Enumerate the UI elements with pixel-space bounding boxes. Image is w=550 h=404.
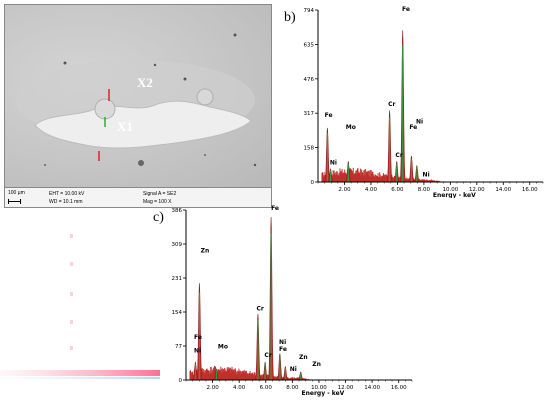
x-tick-label: 4.00	[365, 187, 378, 193]
spectrum-peak	[324, 127, 331, 183]
spectrum-peak	[414, 164, 420, 183]
element-label: Ni	[194, 347, 201, 354]
eds-spectrum-b: 794 635 476 317 158 0 2.00 4.00 6.00 8.00 10.00 12.…	[304, 6, 544, 198]
region-x2-label: X2	[137, 75, 153, 90]
sem-features	[15, 33, 257, 167]
y-tick-label: 386	[172, 208, 183, 214]
spectrum-peak	[394, 161, 400, 183]
panel-label-b: b)	[284, 10, 296, 25]
spectrum-peak	[282, 365, 288, 381]
element-label: Fe	[271, 205, 279, 212]
element-label: Fe	[279, 346, 287, 353]
x-tick-label: 10.00	[311, 385, 327, 391]
spectrum-trace-c	[189, 365, 405, 380]
element-label: Cr	[264, 352, 271, 359]
spectrum-peak	[262, 361, 268, 381]
y-tick-label: 635	[304, 42, 315, 48]
spectrum-peak	[386, 110, 393, 183]
spectrum-peak	[345, 161, 351, 183]
x-tick-label: 12.00	[469, 187, 485, 193]
sem-info-bar: 100 µm EHT = 10.00 kV WD = 10.1 mm Signa…	[4, 188, 272, 208]
x-tick-label: 12.00	[338, 385, 354, 391]
x-tick-label: 14.00	[495, 187, 511, 193]
x-axis-label: Energy - keV	[433, 192, 476, 198]
element-label: Ni	[423, 172, 430, 179]
signal-readout: Signal A = SE2	[143, 191, 177, 197]
region-x1-label: X1	[117, 119, 133, 134]
spectrum-peak	[268, 217, 274, 381]
element-label: Cr	[388, 101, 395, 108]
y-tick-label: 154	[172, 310, 183, 316]
x-tick-label: 2.00	[206, 385, 219, 391]
element-label: Fe	[402, 6, 410, 13]
y-tick-label: 476	[304, 77, 315, 83]
element-label: Fe	[409, 124, 417, 131]
mag-readout: Mag = 100 X	[143, 199, 172, 205]
spectrum-peak	[277, 353, 283, 381]
eht-readout: EHT = 10.00 kV	[49, 191, 85, 197]
element-label: Fe	[325, 112, 333, 119]
spectrum-peak	[327, 168, 334, 183]
sem-micrograph: X2 X1 100 µm EHT = 10.00 kV WD = 10.1 mm…	[4, 4, 272, 208]
element-label: Cr	[256, 305, 263, 312]
element-label: Ni	[279, 339, 286, 346]
x-tick-label: 14.00	[364, 385, 380, 391]
x-tick-label: 16.00	[522, 187, 538, 193]
x-tick-label: 4.00	[233, 385, 246, 391]
x-tick-label: 8.00	[286, 385, 299, 391]
element-label: Ni	[416, 119, 423, 126]
y-tick-label: 309	[172, 242, 183, 248]
spectrum-peak	[408, 155, 415, 183]
spectrum-peak	[400, 30, 406, 183]
y-tick-label: 794	[304, 8, 315, 14]
x-tick-label: 16.00	[391, 385, 407, 391]
spectrum-peak	[196, 283, 203, 381]
element-label: Zn	[201, 247, 210, 254]
spectrum-peak	[213, 368, 220, 381]
y-tick-label: 317	[304, 111, 315, 117]
element-label: Zn	[299, 354, 308, 361]
left-trace-decoration	[0, 234, 160, 379]
scale-bar	[8, 199, 21, 204]
y-tick-label: 77	[175, 344, 182, 350]
x-tick-label: 2.00	[338, 187, 351, 193]
spectrum-peak	[255, 313, 261, 381]
eds-spectrum-c: 386 309 231 154 77 0 2.00 4.00 6.00 8.00 10.00 12.0…	[172, 205, 413, 397]
x-tick-label: 6.00	[391, 187, 404, 193]
wd-readout: WD = 10.1 mm	[49, 199, 83, 205]
element-label: Ni	[290, 366, 297, 373]
element-label: Cr	[395, 152, 402, 159]
element-label: Fe	[194, 334, 202, 341]
scale-bar-label: 100 µm	[8, 190, 25, 196]
sem-image: X2 X1	[4, 4, 272, 188]
x-tick-label: 10.00	[442, 187, 458, 193]
element-label: Mo	[346, 124, 356, 131]
panel-label-c: c)	[153, 210, 164, 225]
element-label: Zn	[312, 361, 321, 368]
x-tick-label: 6.00	[260, 385, 273, 391]
y-tick-label: 0	[179, 378, 183, 384]
y-tick-label: 0	[311, 180, 315, 186]
spectrum-peak	[298, 371, 304, 381]
element-label: Mo	[218, 343, 228, 350]
y-tick-label: 231	[172, 276, 183, 282]
x-tick-label: 8.00	[418, 187, 431, 193]
x-axis-label: Energy - keV	[302, 390, 345, 397]
element-label: Ni	[330, 160, 337, 167]
y-tick-label: 158	[304, 146, 315, 152]
